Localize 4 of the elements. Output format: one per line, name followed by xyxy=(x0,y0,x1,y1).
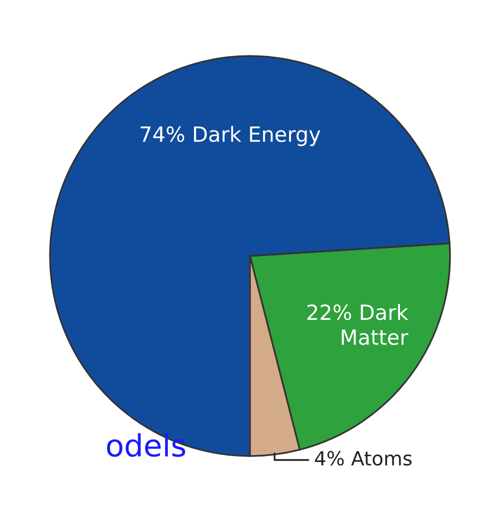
slice-label: 22% Dark Matter xyxy=(307,304,408,346)
slice-label: 74% Dark Energy xyxy=(140,126,320,146)
slice-label: 4% Atoms xyxy=(314,450,412,466)
text: odels xyxy=(107,433,186,457)
